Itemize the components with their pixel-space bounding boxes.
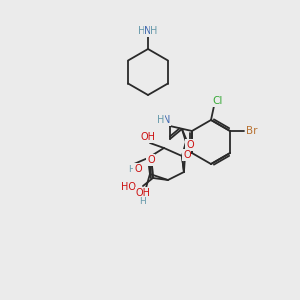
Text: H: H — [129, 164, 135, 173]
Text: O: O — [183, 150, 191, 160]
Text: N: N — [163, 115, 171, 125]
Text: H: H — [138, 26, 146, 36]
Text: OH: OH — [135, 188, 150, 198]
Text: H: H — [140, 196, 146, 206]
Text: O: O — [186, 140, 194, 150]
Text: OH: OH — [140, 132, 155, 142]
Text: Br: Br — [246, 126, 258, 136]
Text: O: O — [147, 155, 155, 165]
Text: HO: HO — [121, 182, 136, 192]
Text: H: H — [157, 115, 165, 125]
Text: Cl: Cl — [213, 96, 223, 106]
Text: N: N — [144, 26, 152, 36]
Text: H: H — [150, 26, 158, 36]
Text: O: O — [134, 164, 142, 174]
